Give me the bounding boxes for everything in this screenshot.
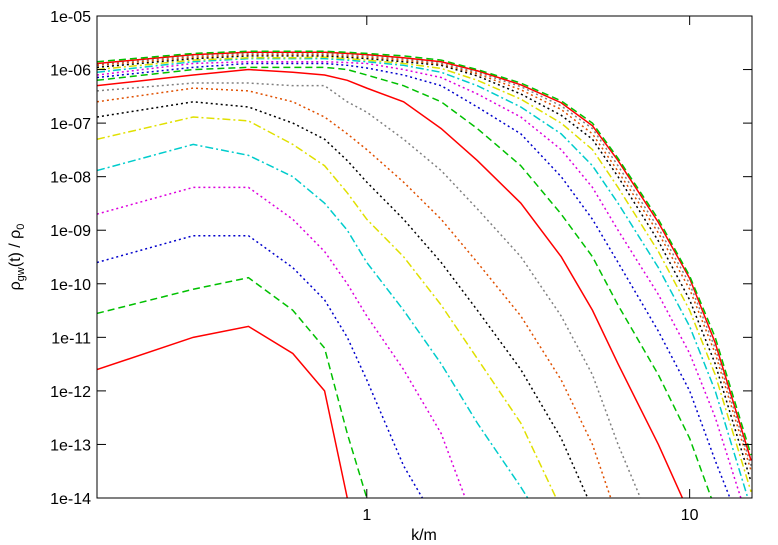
series-line [97, 101, 589, 498]
series-line [97, 56, 752, 493]
y-label-part: gw [15, 267, 27, 281]
y-tick-label: 1e-11 [51, 330, 91, 347]
series-line [97, 55, 752, 483]
series-line [97, 82, 642, 498]
y-tick-label: 1e-12 [50, 384, 91, 401]
series-line [97, 68, 684, 498]
series-line [97, 87, 612, 498]
series-line [97, 62, 731, 498]
series-line [97, 57, 749, 498]
y-tick-label: 1e-10 [50, 277, 91, 294]
series-line [97, 66, 713, 498]
x-axis-label: k/m [411, 527, 437, 544]
series-line [97, 186, 467, 498]
series-line [97, 143, 529, 498]
series-line [97, 276, 368, 498]
plot-frame [96, 15, 753, 499]
series-line [97, 60, 742, 498]
y-tick-label: 1e-09 [50, 223, 91, 240]
series-line [97, 325, 349, 498]
y-label-part: (t) / ρ [7, 230, 24, 268]
y-label-part: 0 [15, 224, 27, 230]
y-tick-label: 1e-05 [50, 9, 91, 26]
y-axis-label: ρgw(t) / ρ0 [7, 224, 27, 291]
y-tick-label: 1e-14 [50, 491, 91, 508]
series-line [97, 116, 557, 498]
series-line [97, 50, 752, 456]
y-tick-label: 1e-08 [50, 170, 91, 187]
plot-lines [97, 50, 752, 498]
x-tick-label: 10 [681, 507, 699, 524]
y-label-part: ρ [7, 281, 24, 290]
x-tick-label: 1 [362, 507, 371, 524]
series-line [97, 234, 424, 498]
y-tick-label: 1e-13 [50, 437, 91, 454]
y-tick-label: 1e-06 [50, 63, 91, 80]
series-line [97, 51, 752, 461]
series-line [97, 52, 752, 466]
y-tick-label: 1e-07 [50, 116, 91, 133]
